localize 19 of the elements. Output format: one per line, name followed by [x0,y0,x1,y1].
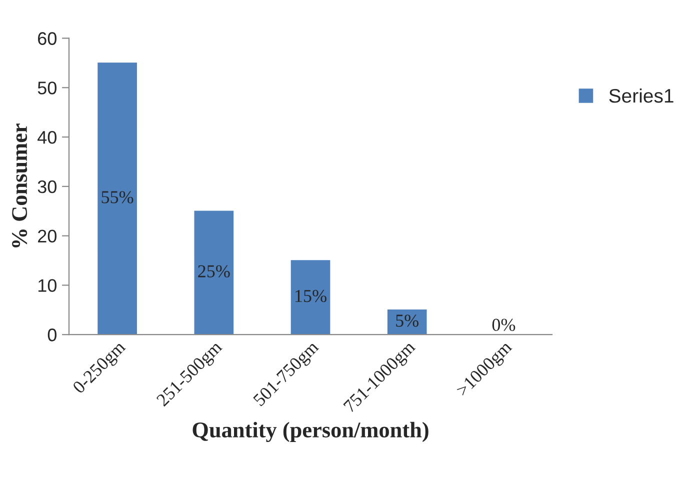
y-tick-label: 60 [38,32,56,45]
data-label: 5% [396,314,419,327]
y-tick-label: 0 [48,328,56,342]
legend-label: Series1 [609,88,674,103]
data-label: 25% [198,265,230,278]
y-axis-title: % Consumer [12,124,28,248]
data-label: 15% [296,290,326,302]
data-label: 0% [492,318,516,331]
bar [387,310,427,335]
bar [194,210,234,335]
y-tick-label: 10 [38,279,56,292]
y-tick-label: 50 [38,82,56,94]
bar [98,62,137,335]
y-tick-label: 40 [38,130,56,144]
y-tick-label: 30 [38,180,56,194]
x-axis-title: Quantity (person/month) [192,422,428,442]
data-label: 55% [102,191,134,204]
y-tick-label: 20 [38,230,56,243]
bar [290,260,330,335]
